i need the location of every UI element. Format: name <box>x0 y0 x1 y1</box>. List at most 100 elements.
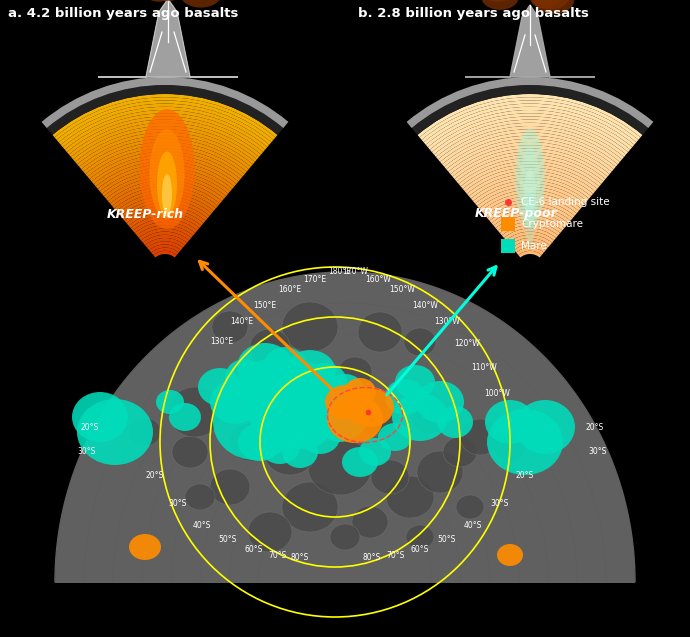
Ellipse shape <box>248 512 292 552</box>
Wedge shape <box>153 251 177 257</box>
Wedge shape <box>110 183 220 206</box>
Wedge shape <box>438 126 622 162</box>
Ellipse shape <box>212 311 248 343</box>
Text: 70°S: 70°S <box>269 550 287 559</box>
Text: a. 4.2 billion years ago basalts: a. 4.2 billion years ago basalts <box>8 7 238 20</box>
Text: 110°W: 110°W <box>471 362 497 371</box>
Ellipse shape <box>386 476 434 518</box>
Ellipse shape <box>139 109 195 229</box>
Ellipse shape <box>243 377 287 417</box>
Text: 180°E: 180°E <box>328 268 351 276</box>
Ellipse shape <box>185 484 215 510</box>
Ellipse shape <box>359 438 391 466</box>
Ellipse shape <box>210 469 250 505</box>
Ellipse shape <box>515 400 575 454</box>
Ellipse shape <box>443 437 477 467</box>
Wedge shape <box>480 190 581 211</box>
Text: 160°E: 160°E <box>279 285 302 294</box>
FancyBboxPatch shape <box>501 239 515 253</box>
Ellipse shape <box>525 192 535 247</box>
Wedge shape <box>141 232 189 243</box>
Ellipse shape <box>325 385 365 419</box>
Ellipse shape <box>198 368 242 406</box>
Ellipse shape <box>530 0 558 8</box>
Text: KREEP-rich: KREEP-rich <box>107 208 184 220</box>
Ellipse shape <box>494 433 526 461</box>
Ellipse shape <box>371 460 409 494</box>
Text: 40°S: 40°S <box>193 520 211 529</box>
Ellipse shape <box>263 347 307 387</box>
Ellipse shape <box>481 0 519 10</box>
Wedge shape <box>487 203 573 221</box>
Wedge shape <box>92 155 239 184</box>
Wedge shape <box>455 152 605 182</box>
Wedge shape <box>516 248 544 255</box>
FancyBboxPatch shape <box>501 217 515 231</box>
Wedge shape <box>475 183 585 206</box>
Ellipse shape <box>437 406 473 438</box>
Wedge shape <box>77 132 253 167</box>
Wedge shape <box>120 199 210 218</box>
Wedge shape <box>483 196 577 216</box>
Wedge shape <box>512 241 548 250</box>
Text: 20°S: 20°S <box>516 471 534 480</box>
Wedge shape <box>128 212 201 228</box>
Text: 80°S: 80°S <box>363 552 381 561</box>
Ellipse shape <box>142 0 175 2</box>
Text: 30°S: 30°S <box>491 499 509 508</box>
Ellipse shape <box>264 429 316 475</box>
Wedge shape <box>457 155 604 184</box>
Ellipse shape <box>533 0 574 14</box>
Wedge shape <box>495 215 564 231</box>
Ellipse shape <box>225 359 265 395</box>
Wedge shape <box>463 164 598 191</box>
Wedge shape <box>41 77 288 128</box>
Ellipse shape <box>265 361 335 423</box>
Ellipse shape <box>526 0 569 3</box>
Wedge shape <box>436 123 624 159</box>
Ellipse shape <box>260 430 300 464</box>
Text: 60°S: 60°S <box>411 545 429 554</box>
Text: 140°W: 140°W <box>412 301 438 310</box>
Ellipse shape <box>515 129 545 229</box>
Wedge shape <box>489 206 571 223</box>
Ellipse shape <box>210 380 260 424</box>
Text: 100°W: 100°W <box>484 389 510 397</box>
Wedge shape <box>430 113 630 152</box>
Ellipse shape <box>460 419 500 455</box>
Wedge shape <box>469 174 591 199</box>
Text: 150°W: 150°W <box>389 285 415 294</box>
Text: 170°E: 170°E <box>304 275 326 283</box>
Wedge shape <box>118 196 212 216</box>
Ellipse shape <box>344 378 376 406</box>
Wedge shape <box>477 187 583 208</box>
Text: 20°S: 20°S <box>586 422 604 431</box>
Ellipse shape <box>169 403 201 431</box>
Wedge shape <box>149 245 181 253</box>
Text: Mare: Mare <box>521 241 546 251</box>
Ellipse shape <box>129 418 161 446</box>
Ellipse shape <box>346 387 394 427</box>
Ellipse shape <box>168 387 222 437</box>
Wedge shape <box>57 101 273 142</box>
Ellipse shape <box>312 393 368 441</box>
Wedge shape <box>442 132 618 167</box>
Wedge shape <box>508 235 552 245</box>
Wedge shape <box>104 174 226 199</box>
Ellipse shape <box>338 357 372 387</box>
Wedge shape <box>440 129 620 164</box>
Ellipse shape <box>478 0 518 2</box>
Ellipse shape <box>350 390 400 434</box>
Ellipse shape <box>327 395 383 443</box>
Wedge shape <box>63 110 267 150</box>
Ellipse shape <box>303 363 347 401</box>
Wedge shape <box>467 171 593 196</box>
Ellipse shape <box>358 312 402 352</box>
Ellipse shape <box>129 534 161 560</box>
Wedge shape <box>98 164 233 191</box>
Wedge shape <box>491 209 569 225</box>
Ellipse shape <box>352 506 388 538</box>
Wedge shape <box>79 136 250 169</box>
Wedge shape <box>122 203 208 221</box>
Ellipse shape <box>325 374 365 410</box>
